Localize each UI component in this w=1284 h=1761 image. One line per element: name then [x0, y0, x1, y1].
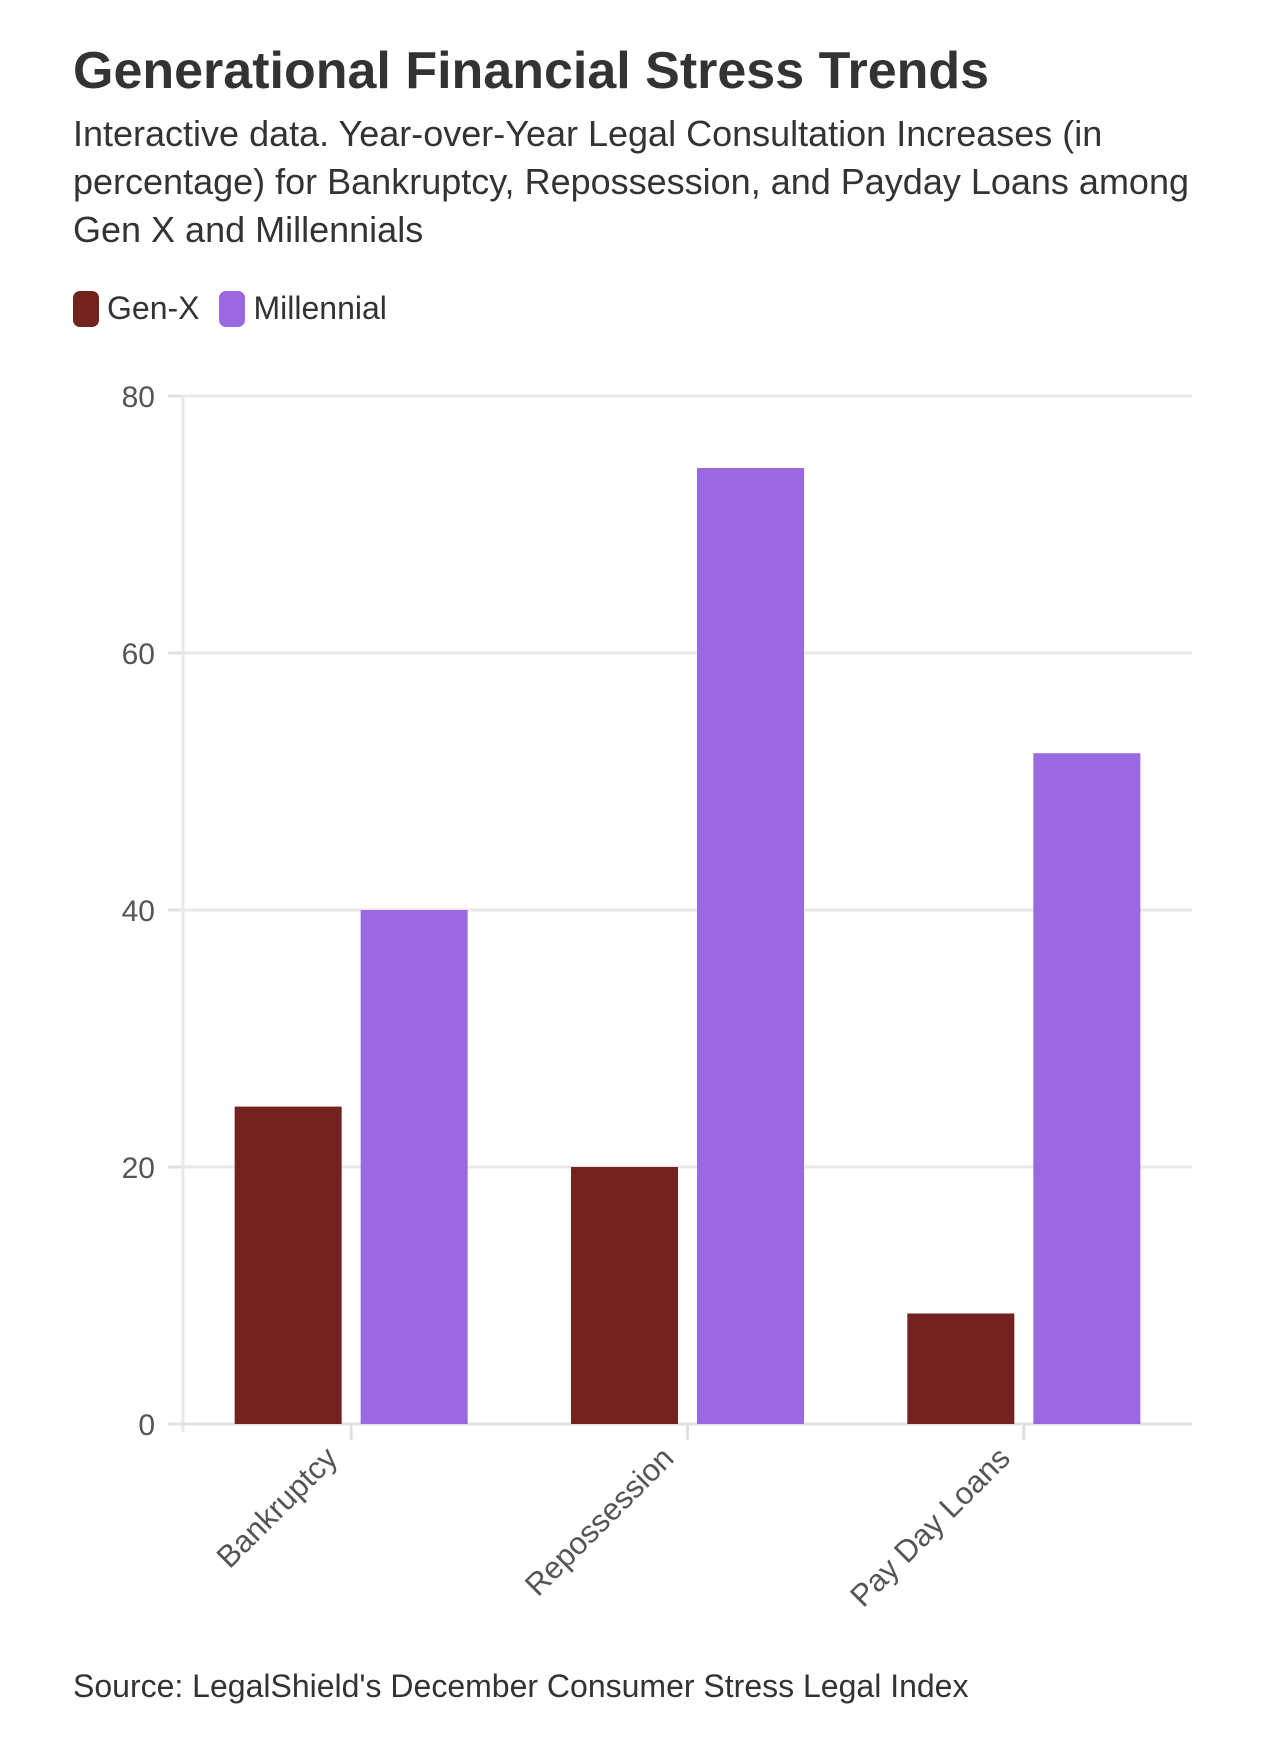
- y-tick-label: 40: [122, 895, 155, 928]
- y-tick-label: 20: [122, 1152, 155, 1185]
- bar-gen-x-repossession: [571, 1167, 678, 1424]
- legend-label-millennial: Millennial: [253, 290, 387, 326]
- legend-item-millennial[interactable]: Millennial: [219, 290, 387, 327]
- chart-subtitle: Interactive data. Year-over-Year Legal C…: [73, 113, 1189, 250]
- bar-gen-x-bankruptcy: [234, 1106, 342, 1424]
- legend-swatch-millennial: [219, 290, 246, 327]
- x-tick-label: Repossession: [518, 1440, 680, 1602]
- y-tick-label: 80: [122, 381, 155, 414]
- chart-header: Generational Financial Stress Trends Int…: [73, 38, 1223, 254]
- chart-title: Generational Financial Stress Trends: [73, 42, 990, 100]
- chart-legend: Gen-X Millennial: [73, 290, 407, 327]
- bar-millennial-bankruptcy: [360, 910, 468, 1424]
- legend-swatch-genx: [73, 290, 99, 327]
- legend-label-genx: Gen-X: [107, 290, 200, 326]
- bar-millennial-pay-day-loans: [1033, 753, 1141, 1424]
- source-note: Source: LegalShield's December Consumer …: [73, 1668, 969, 1704]
- bar-chart: 0 20 40 60 80 Bankruptcy Repossession Pay Day L…: [122, 381, 1192, 1614]
- x-tick-label: Bankruptcy: [210, 1440, 345, 1575]
- x-tick-label: Pay Day Loans: [843, 1440, 1016, 1613]
- bar-gen-x-pay-day-loans: [907, 1313, 1015, 1424]
- bar-millennial-repossession: [697, 467, 804, 1425]
- legend-item-genx[interactable]: Gen-X: [73, 290, 199, 327]
- y-tick-label: 60: [122, 638, 155, 671]
- y-tick-label: 0: [138, 1409, 155, 1442]
